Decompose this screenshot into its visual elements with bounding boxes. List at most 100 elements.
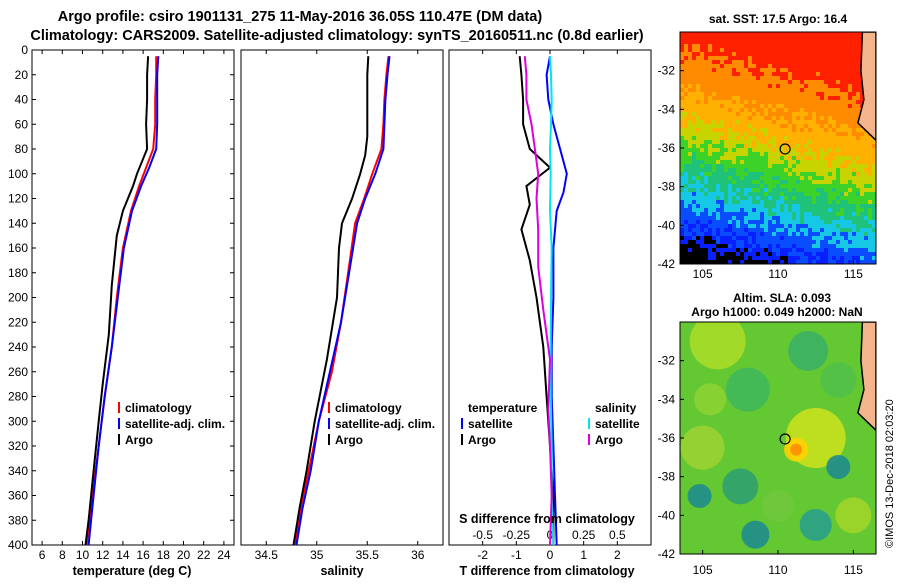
sst-cell — [736, 176, 740, 180]
sst-cell — [872, 148, 876, 152]
sst-cell — [768, 160, 772, 164]
s-diff-axis-label: S difference from climatology — [459, 512, 635, 526]
sst-cell — [868, 260, 872, 264]
sst-cell — [680, 60, 684, 64]
sst-cell — [860, 236, 864, 240]
sst-cell — [696, 196, 700, 200]
sst-cell — [828, 68, 832, 72]
sst-cell — [856, 216, 860, 220]
sst-cell — [832, 88, 836, 92]
sst-cell — [716, 160, 720, 164]
x-tick-label: 34.5 — [255, 548, 279, 562]
sst-cell — [692, 120, 696, 124]
sst-cell — [804, 236, 808, 240]
sst-cell — [820, 128, 824, 132]
sst-cell — [840, 212, 844, 216]
sst-cell — [828, 208, 832, 212]
sst-cell — [832, 68, 836, 72]
sst-cell — [688, 136, 692, 140]
sst-cell — [852, 104, 856, 108]
sst-cell — [780, 104, 784, 108]
sst-cell — [748, 132, 752, 136]
sst-cell — [720, 224, 724, 228]
sst-cell — [856, 124, 860, 128]
sst-cell — [796, 180, 800, 184]
sst-cell — [840, 180, 844, 184]
sst-cell — [696, 232, 700, 236]
sst-cell — [788, 240, 792, 244]
sst-cell — [800, 68, 804, 72]
sst-cell — [724, 40, 728, 44]
sst-cell — [748, 80, 752, 84]
sst-cell — [708, 204, 712, 208]
sst-cell — [712, 176, 716, 180]
sst-cell — [820, 232, 824, 236]
sst-cell — [680, 124, 684, 128]
sst-cell — [688, 92, 692, 96]
sst-cell — [724, 224, 728, 228]
sst-cell — [732, 60, 736, 64]
sst-cell — [700, 40, 704, 44]
sst-cell — [748, 208, 752, 212]
sst-cell — [768, 196, 772, 200]
sst-cell — [808, 132, 812, 136]
sst-cell — [788, 160, 792, 164]
sst-cell — [816, 96, 820, 100]
sst-cell — [844, 136, 848, 140]
sst-cell — [836, 256, 840, 260]
sst-cell — [744, 172, 748, 176]
sst-cell — [684, 84, 688, 88]
sst-cell — [848, 180, 852, 184]
sst-cell — [820, 140, 824, 144]
sst-cell — [796, 228, 800, 232]
sst-cell — [764, 124, 768, 128]
sst-cell — [852, 236, 856, 240]
sst-cell — [780, 140, 784, 144]
sst-cell — [852, 228, 856, 232]
sst-cell — [744, 248, 748, 252]
sst-cell — [832, 148, 836, 152]
sst-cell — [776, 144, 780, 148]
sst-cell — [756, 128, 760, 132]
sst-cell — [772, 188, 776, 192]
sst-cell — [840, 132, 844, 136]
sst-cell — [716, 224, 720, 228]
sst-cell — [840, 152, 844, 156]
sst-cell — [804, 188, 808, 192]
sst-cell — [860, 216, 864, 220]
sst-cell — [728, 240, 732, 244]
sst-cell — [784, 200, 788, 204]
sst-cell — [844, 60, 848, 64]
sst-cell — [716, 260, 720, 264]
sst-cell — [760, 136, 764, 140]
sst-cell — [788, 88, 792, 92]
sst-cell — [752, 108, 756, 112]
sst-cell — [720, 92, 724, 96]
sst-cell — [684, 240, 688, 244]
sst-cell — [768, 244, 772, 248]
sst-cell — [832, 80, 836, 84]
sst-cell — [732, 180, 736, 184]
sst-cell — [688, 32, 692, 36]
sst-cell — [688, 48, 692, 52]
sst-cell — [792, 204, 796, 208]
sst-cell — [856, 60, 860, 64]
sst-cell — [780, 64, 784, 68]
sst-cell — [820, 64, 824, 68]
sst-cell — [836, 240, 840, 244]
salinity-legend: climatology satellite-adj. clim. Argo — [328, 401, 435, 447]
sst-cell — [828, 196, 832, 200]
sst-cell — [784, 216, 788, 220]
sst-cell — [732, 256, 736, 260]
sst-cell — [756, 44, 760, 48]
sst-cell — [812, 232, 816, 236]
sst-cell — [684, 52, 688, 56]
sst-cell — [748, 100, 752, 104]
sst-cell — [684, 256, 688, 260]
sst-cell — [792, 160, 796, 164]
sst-cell — [724, 88, 728, 92]
sst-cell — [688, 168, 692, 172]
sst-cell — [788, 248, 792, 252]
sst-cell — [820, 180, 824, 184]
sst-cell — [684, 220, 688, 224]
